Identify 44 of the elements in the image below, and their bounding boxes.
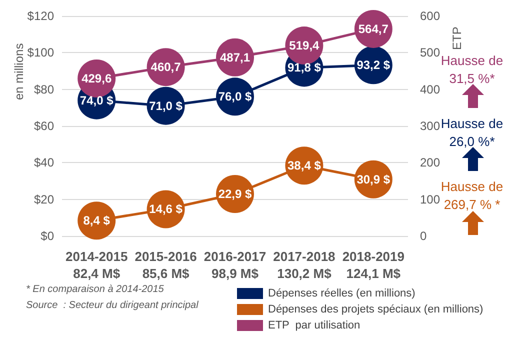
y2-axis-title: ETP <box>450 26 464 50</box>
data-label: 519,4 <box>289 38 320 53</box>
data-label: 460,7 <box>150 60 182 74</box>
data-label: 487,1 <box>220 50 250 64</box>
y2-tick-label: 300 <box>420 119 440 133</box>
data-label: 74,0 $ <box>80 93 114 108</box>
data-label: 91,8 $ <box>288 60 322 75</box>
legend-label: Dépenses des projets spéciaux (en millions) <box>268 304 484 316</box>
data-label: 30,9 $ <box>356 172 390 186</box>
data-label: 429,6 <box>82 71 112 86</box>
y-tick-label: $80 <box>34 82 54 96</box>
y2-tick-label: 100 <box>420 192 440 206</box>
x-tick-label: 2016-2017 98,9 M$ <box>204 249 266 281</box>
data-label: 76,0 $ <box>218 90 252 104</box>
text: Hausse de 269,7 % * <box>440 179 504 212</box>
y-tick-label: $0 <box>40 229 54 243</box>
y-tick-label: $60 <box>34 119 54 133</box>
legend-label: Dépenses réelles (en millions) <box>268 288 416 300</box>
data-label: 8,4 $ <box>83 214 110 228</box>
y-tick-label: $20 <box>34 192 54 206</box>
y2-tick-label: 600 <box>420 9 440 23</box>
x-tick-label: 2017-2018 130,2 M$ <box>273 249 336 281</box>
text: Hausse de 26,0 %* <box>440 116 504 149</box>
y2-tick-label: 400 <box>420 82 440 96</box>
x-tick-label: 2014-2015 82,4 M$ <box>66 249 128 281</box>
y2-tick-label: 500 <box>420 46 440 60</box>
x-tick-label: 2015-2016 85,6 M$ <box>134 249 197 281</box>
data-label: 564,7 <box>358 22 389 36</box>
y2-tick-label: 200 <box>420 156 440 170</box>
x-tick-label: 2018-2019 124,1 M$ <box>342 249 404 281</box>
data-label: 38,4 $ <box>288 158 322 173</box>
source-note: Source : Secteur du dirigeant principal <box>26 300 198 311</box>
y-axis-title: en millions <box>12 43 26 100</box>
text: * En comparaison à 2014-2015 <box>26 284 164 295</box>
data-label: 93,2 $ <box>356 58 390 72</box>
data-label: 71,0 $ <box>149 98 183 113</box>
y-tick-label: $100 <box>27 46 54 60</box>
data-label: 22,9 $ <box>218 187 252 202</box>
text: Hausse de 31,5 %* <box>440 53 504 86</box>
y-tick-label: $40 <box>34 156 54 170</box>
data-label: 14,6 $ <box>149 202 183 216</box>
y2-tick-label: 0 <box>420 229 427 243</box>
legend-label: ETP par utilisation <box>268 320 360 332</box>
y-tick-label: $120 <box>27 9 54 23</box>
